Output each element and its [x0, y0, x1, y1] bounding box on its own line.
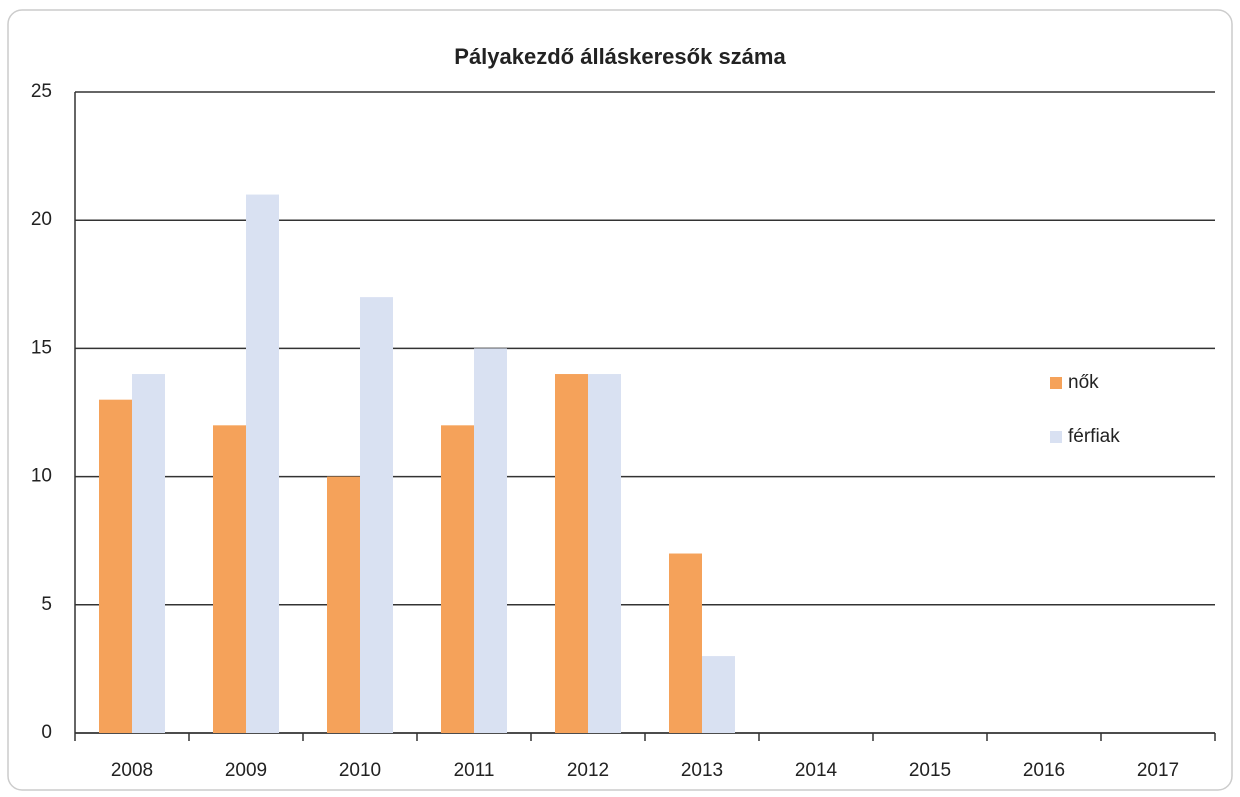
bar — [474, 348, 507, 733]
x-tick-label: 2009 — [225, 760, 267, 781]
bar — [246, 194, 279, 733]
bar — [327, 476, 360, 733]
chart-title: Pályakezdő álláskeresők száma — [454, 44, 786, 69]
x-tick-label: 2012 — [567, 760, 609, 781]
legend-label: férfiak — [1068, 426, 1120, 447]
y-tick-label: 0 — [41, 722, 52, 743]
x-tick-label: 2011 — [454, 760, 495, 781]
x-tick-label: 2017 — [1137, 760, 1179, 781]
legend-swatch — [1050, 431, 1062, 443]
y-tick-label: 15 — [31, 337, 52, 358]
bar — [702, 656, 735, 733]
bar — [213, 425, 246, 733]
bar — [132, 374, 165, 733]
y-tick-label: 25 — [31, 81, 52, 102]
x-tick-label: 2016 — [1023, 760, 1065, 781]
y-tick-label: 20 — [31, 209, 52, 230]
legend-label: nők — [1068, 372, 1099, 393]
bar — [441, 425, 474, 733]
x-tick-label: 2014 — [795, 760, 838, 781]
x-tick-label: 2013 — [681, 760, 723, 781]
legend-swatch — [1050, 377, 1062, 389]
bar — [360, 297, 393, 733]
y-tick-label: 5 — [41, 594, 52, 615]
y-tick-label: 10 — [31, 466, 52, 487]
x-tick-label: 2008 — [111, 760, 153, 781]
bar — [669, 553, 702, 733]
bar — [99, 399, 132, 733]
x-tick-label: 2015 — [909, 760, 951, 781]
bar — [555, 374, 588, 733]
x-tick-label: 2010 — [339, 760, 381, 781]
bar — [588, 374, 621, 733]
